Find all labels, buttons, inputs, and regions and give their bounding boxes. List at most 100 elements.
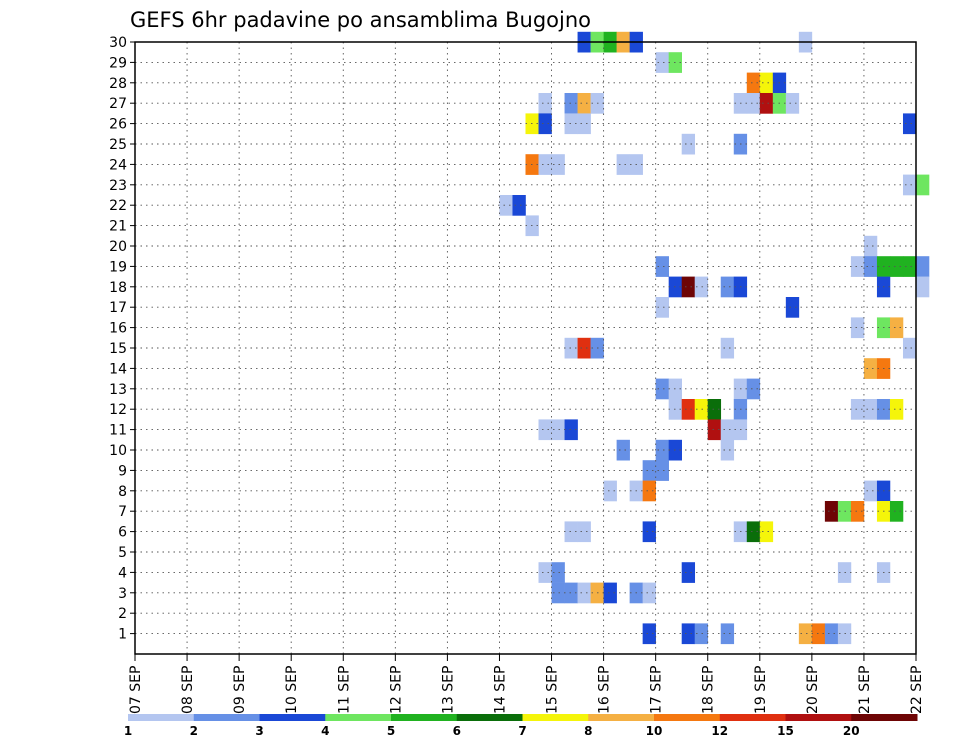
heatmap-cell (902, 337, 917, 359)
heatmap-cell (681, 623, 696, 645)
heatmap-cell (863, 399, 878, 420)
heatmap-cell (694, 623, 709, 645)
y-tick-label: 23 (109, 178, 127, 194)
heatmap-cell (916, 256, 930, 277)
colorbar-swatch (456, 714, 523, 721)
y-axis-ticks: 1234567891011121314151617181920212223242… (109, 35, 135, 643)
colorbar-label: 15 (777, 724, 794, 738)
heatmap-cell (746, 521, 761, 543)
heatmap-cell (902, 113, 917, 135)
heatmap-cell (850, 399, 865, 420)
heatmap-cell (538, 562, 552, 583)
y-tick-label: 9 (118, 463, 127, 479)
y-tick-label: 8 (118, 484, 127, 500)
heatmap-cell (655, 378, 669, 400)
colorbar-swatch (522, 714, 589, 721)
heatmap-cell (824, 623, 839, 645)
heatmap-cell (655, 460, 669, 481)
heatmap-cell (655, 256, 669, 277)
heatmap-cell (746, 378, 761, 400)
colorbar-swatch (588, 714, 655, 721)
x-tick-label: 15 SEP (545, 666, 561, 714)
heatmap-cell (551, 154, 565, 175)
heatmap-cell (603, 480, 617, 502)
x-tick-label: 21 SEP (857, 666, 873, 714)
y-tick-label: 11 (109, 423, 127, 439)
heatmap-cell (720, 623, 735, 645)
heatmap-cell (681, 133, 696, 155)
x-tick-label: 07 SEP (128, 666, 144, 714)
colorbar-label: 7 (518, 724, 526, 738)
heatmap-cell (759, 72, 774, 94)
colorbar-label: 1 (124, 724, 132, 738)
colorbar-swatch (785, 714, 852, 721)
heatmap-cell (720, 276, 735, 298)
y-tick-label: 18 (109, 280, 127, 296)
heatmap-cell (824, 501, 839, 522)
heatmap-cell (642, 582, 656, 604)
y-tick-label: 13 (109, 382, 127, 398)
x-tick-label: 19 SEP (753, 666, 769, 714)
colorbar-swatch (654, 714, 721, 721)
heatmap-cell (889, 501, 904, 522)
colorbar-label: 6 (453, 724, 461, 738)
heatmap-cell (551, 562, 565, 583)
x-tick-label: 22 SEP (909, 666, 925, 714)
heatmap-cell (551, 582, 565, 604)
colorbar-label: 2 (190, 724, 198, 738)
heatmap-cell (863, 480, 878, 502)
colorbar-label: 10 (646, 724, 663, 738)
heatmap-cell (577, 337, 591, 359)
heatmap-cell (616, 154, 630, 175)
heatmap-cells (499, 31, 930, 645)
heatmap-cell (564, 337, 578, 359)
heatmap-cell (863, 235, 878, 257)
heatmap-cell (616, 439, 630, 461)
chart-title: GEFS 6hr padavine po ansamblima Bugojno (130, 8, 591, 32)
y-tick-label: 24 (109, 157, 127, 173)
colorbar-swatch (719, 714, 786, 721)
heatmap-cell (564, 93, 578, 114)
y-tick-label: 28 (109, 76, 127, 92)
heatmap-cell (642, 460, 656, 481)
heatmap-cell (850, 256, 865, 277)
x-tick-label: 11 SEP (336, 666, 352, 714)
y-tick-label: 1 (118, 627, 127, 643)
y-tick-label: 7 (118, 504, 127, 520)
heatmap-cell (577, 113, 591, 135)
heatmap-cell (538, 154, 552, 175)
colorbar-swatch (391, 714, 458, 721)
heatmap-cell (564, 113, 578, 135)
heatmap-cell (681, 562, 696, 583)
heatmap-cell (707, 399, 722, 420)
heatmap-cell (694, 276, 709, 298)
heatmap-cell (759, 521, 774, 543)
heatmap-cell (538, 419, 552, 441)
x-tick-label: 10 SEP (284, 666, 300, 714)
heatmap-cell (720, 439, 735, 461)
heatmap-cell (720, 419, 735, 441)
heatmap-cell (538, 93, 552, 114)
colorbar-label: 5 (387, 724, 395, 738)
x-tick-label: 18 SEP (701, 666, 717, 714)
heatmap-cell (902, 256, 917, 277)
grid-lines (135, 42, 916, 654)
y-tick-label: 25 (109, 137, 127, 153)
y-tick-label: 4 (118, 565, 127, 581)
heatmap-cell (850, 501, 865, 522)
y-tick-label: 14 (109, 361, 127, 377)
heatmap-cell (538, 113, 552, 135)
x-tick-label: 14 SEP (492, 666, 508, 714)
heatmap-cell (564, 419, 578, 441)
heatmap-cell (746, 72, 761, 94)
colorbar-label: 20 (843, 724, 860, 738)
y-tick-label: 22 (109, 198, 127, 214)
colorbar-label: 4 (321, 724, 329, 738)
heatmap-cell (642, 480, 656, 502)
x-tick-label: 08 SEP (180, 666, 196, 714)
heatmap-cell (889, 256, 904, 277)
colorbar-label: 8 (584, 724, 592, 738)
y-tick-label: 20 (109, 239, 127, 255)
heatmap-cell (785, 297, 800, 318)
